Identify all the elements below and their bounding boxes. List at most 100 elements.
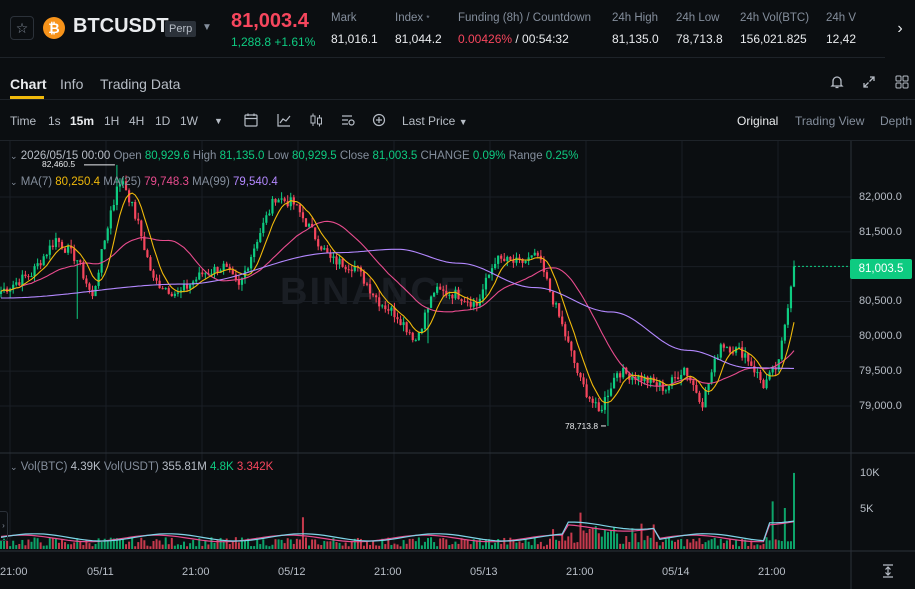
- volume-tick: 5K: [860, 503, 874, 515]
- candle-body: [433, 292, 436, 297]
- indicator-chart-icon[interactable]: [276, 112, 292, 128]
- volume-bar: [545, 544, 548, 549]
- candle-body: [527, 257, 530, 261]
- volume-bar: [381, 538, 384, 549]
- volume-bar: [24, 545, 27, 549]
- candle-body: [417, 332, 420, 341]
- fit-scale-icon[interactable]: [880, 563, 896, 582]
- candle-body: [494, 263, 497, 269]
- grid-layout-icon[interactable]: [894, 74, 910, 94]
- symbol-title[interactable]: BTCUSDT: [73, 15, 169, 37]
- calendar-icon[interactable]: [243, 112, 259, 128]
- candle-body: [85, 278, 88, 284]
- view-trading-view[interactable]: Trading View: [795, 114, 865, 128]
- candle-body: [365, 283, 369, 285]
- interval-1h[interactable]: 1H: [104, 114, 120, 128]
- candle-type-icon[interactable]: [308, 112, 324, 128]
- candle-body: [149, 257, 152, 271]
- volume-bar: [277, 539, 280, 549]
- volume-bar: [384, 544, 387, 549]
- volume-bar: [725, 540, 728, 549]
- volume-bar: [786, 541, 789, 549]
- candle-body: [600, 409, 603, 412]
- volume-bar: [88, 543, 91, 549]
- volume-bar: [439, 538, 442, 549]
- chevron-right-icon[interactable]: ›: [885, 0, 915, 58]
- volume-bar: [451, 544, 454, 549]
- interval-dropdown-icon[interactable]: ▼: [214, 116, 223, 126]
- volume-bar: [33, 537, 36, 549]
- volume-bar: [271, 544, 274, 549]
- candle-body: [588, 397, 591, 399]
- volume-bar: [118, 538, 121, 549]
- candle-body: [12, 284, 15, 289]
- candle-body: [109, 210, 112, 229]
- interval-1d[interactable]: 1D: [155, 114, 171, 128]
- volume-bar: [0, 540, 2, 549]
- volume-bar: [61, 539, 63, 549]
- candle-body: [265, 215, 268, 223]
- volume-bar: [103, 538, 106, 549]
- candle-body: [280, 198, 283, 200]
- candle-body: [350, 269, 353, 272]
- volume-bar: [70, 544, 73, 549]
- chart-area[interactable]: BINANCE ⌄ 2026/05/15 00:00 Open 80,929.6…: [0, 141, 915, 589]
- interval-1s[interactable]: 1s: [48, 114, 61, 128]
- tab-info[interactable]: Info: [60, 76, 84, 92]
- candle-body: [518, 257, 521, 259]
- expand-icon[interactable]: [861, 74, 877, 94]
- volume-bar: [207, 544, 210, 549]
- bell-icon[interactable]: [829, 74, 845, 94]
- volume-bar: [573, 542, 576, 549]
- price-type-select[interactable]: Last Price ▼: [402, 114, 468, 128]
- tab-chart[interactable]: Chart: [10, 76, 47, 92]
- volume-bar: [158, 540, 161, 549]
- volume-bar: [253, 546, 256, 549]
- interval-4h[interactable]: 4H: [129, 114, 145, 128]
- last-price: 81,003.4: [231, 10, 309, 32]
- price-chart-svg[interactable]: [0, 141, 915, 589]
- volume-bar: [332, 538, 335, 549]
- candle-body: [585, 384, 588, 398]
- funding-countdown: / 00:54:32: [512, 32, 569, 46]
- candle-body: [362, 271, 366, 284]
- candle-body: [704, 389, 707, 408]
- volume-bar: [359, 538, 362, 549]
- volume-bar: [393, 543, 396, 549]
- candle-body: [192, 281, 195, 285]
- candle-body: [399, 319, 402, 326]
- time-tick: 05/14: [662, 566, 690, 578]
- favorite-star-icon[interactable]: ☆: [10, 16, 34, 40]
- view-original[interactable]: Original: [737, 114, 779, 128]
- interval-15m[interactable]: 15m: [70, 114, 95, 128]
- candle-body: [204, 273, 207, 275]
- info-icon: *: [426, 14, 430, 23]
- candle-body: [771, 367, 774, 373]
- candle-body: [625, 367, 628, 374]
- symbol-dropdown-icon[interactable]: ▼: [202, 22, 212, 33]
- candle-body: [448, 294, 451, 296]
- left-scroll-handle[interactable]: ›: [0, 511, 8, 541]
- volume-bar: [640, 523, 643, 549]
- candle-body: [695, 384, 698, 393]
- interval-1w[interactable]: 1W: [180, 114, 198, 128]
- add-indicator-icon[interactable]: [371, 112, 387, 128]
- volume-bar: [619, 543, 622, 549]
- tab-trading-data[interactable]: Trading Data: [100, 76, 181, 92]
- chart-toolbar: Time 1s 15m 1H 4H 1D 1W ▼ Last Price ▼ O…: [0, 101, 915, 141]
- view-depth[interactable]: Depth: [880, 114, 913, 128]
- volume-bar: [484, 539, 487, 549]
- candle-body: [567, 336, 570, 342]
- high-marker-label: 82,460.5: [42, 159, 76, 169]
- candle-body: [603, 397, 606, 410]
- candle-body: [713, 358, 716, 373]
- volume-bar: [469, 544, 472, 549]
- volume-bar: [616, 533, 619, 549]
- candle-body: [24, 274, 27, 277]
- candle-body: [463, 301, 466, 303]
- volume-bar: [576, 542, 579, 549]
- settings-list-icon[interactable]: [340, 112, 356, 128]
- candle-body: [341, 258, 344, 267]
- candle-body: [548, 278, 552, 292]
- candle-body: [234, 274, 237, 280]
